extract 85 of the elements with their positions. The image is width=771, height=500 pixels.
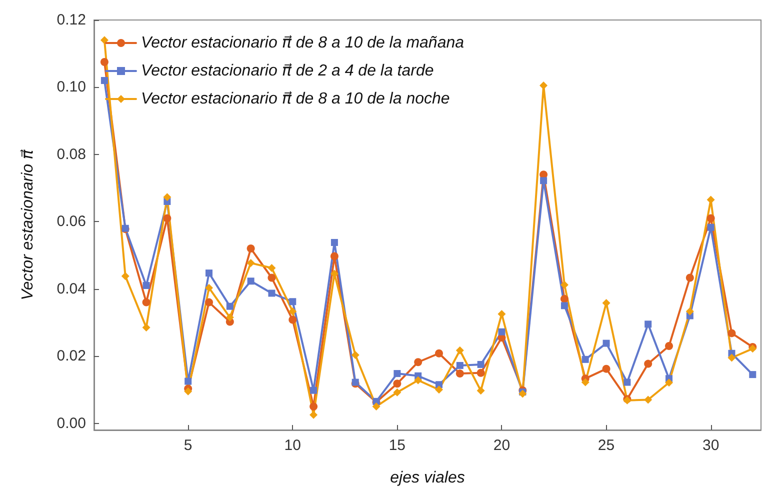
point bbox=[414, 376, 422, 384]
point bbox=[205, 298, 213, 306]
point bbox=[728, 354, 736, 362]
legend-label: Vector estacionario π⃗ de 2 a 4 de la tarde bbox=[141, 62, 434, 80]
point bbox=[706, 214, 715, 222]
x-axis-title: ejes viales bbox=[390, 470, 465, 486]
point bbox=[435, 349, 443, 358]
point bbox=[268, 290, 276, 297]
point bbox=[100, 58, 108, 66]
point bbox=[456, 370, 464, 378]
y-tick-label: 0.00 bbox=[56, 414, 86, 432]
point bbox=[100, 36, 108, 44]
x-tick-label: 25 bbox=[598, 437, 615, 454]
point bbox=[560, 302, 568, 310]
y-tick-label: 0.02 bbox=[56, 348, 86, 365]
point bbox=[142, 298, 150, 306]
point bbox=[247, 278, 254, 285]
point bbox=[330, 238, 338, 246]
point bbox=[602, 340, 610, 347]
point bbox=[268, 264, 276, 272]
point bbox=[560, 294, 568, 303]
point bbox=[686, 274, 694, 282]
point bbox=[100, 76, 108, 84]
x-tick-label: 5 bbox=[184, 437, 192, 454]
x-tick-label: 20 bbox=[493, 437, 510, 454]
point bbox=[476, 368, 485, 377]
point bbox=[142, 324, 150, 332]
point bbox=[602, 364, 610, 373]
y-tick-label: 0.08 bbox=[56, 146, 86, 163]
point bbox=[393, 388, 402, 396]
point bbox=[540, 177, 548, 184]
point bbox=[602, 298, 610, 307]
point bbox=[456, 346, 464, 354]
point bbox=[351, 351, 360, 360]
point bbox=[582, 356, 589, 363]
legend-label: Vector estacionario π⃗ de 8 a 10 de la mañana bbox=[141, 34, 464, 52]
point bbox=[665, 342, 673, 350]
y-tick-label: 0.12 bbox=[56, 12, 86, 28]
point bbox=[456, 362, 464, 369]
point bbox=[163, 193, 172, 202]
point bbox=[644, 396, 652, 404]
point bbox=[707, 224, 714, 231]
point bbox=[394, 370, 401, 378]
point bbox=[310, 402, 318, 410]
point bbox=[163, 214, 172, 222]
point bbox=[749, 371, 756, 378]
legend-label: Vector estacionario π⃗ de 8 a 10 de la noche bbox=[141, 90, 450, 108]
y-axis-title: Vector estacionario π⃗ bbox=[20, 149, 36, 300]
point bbox=[330, 252, 338, 260]
point bbox=[206, 270, 212, 277]
point bbox=[246, 244, 255, 253]
y-tick-label: 0.04 bbox=[56, 280, 86, 298]
point bbox=[289, 298, 296, 306]
point bbox=[226, 313, 234, 322]
point bbox=[184, 378, 192, 385]
point bbox=[477, 360, 484, 368]
y-tick-label: 0.06 bbox=[56, 213, 86, 230]
point bbox=[246, 258, 255, 267]
point bbox=[268, 274, 276, 282]
point bbox=[288, 307, 297, 316]
point bbox=[372, 402, 380, 410]
point bbox=[142, 282, 150, 289]
x-tick-label: 10 bbox=[284, 437, 301, 454]
point bbox=[393, 380, 402, 388]
point bbox=[121, 272, 130, 280]
point bbox=[498, 328, 506, 336]
point bbox=[624, 378, 631, 386]
point bbox=[476, 386, 485, 395]
point bbox=[414, 358, 422, 366]
x-tick-label: 30 bbox=[702, 437, 720, 454]
point bbox=[205, 284, 213, 292]
point bbox=[644, 320, 652, 328]
x-tick-label: 15 bbox=[388, 437, 406, 454]
point bbox=[728, 329, 736, 338]
point bbox=[644, 360, 652, 368]
point bbox=[310, 386, 318, 394]
point bbox=[686, 307, 694, 316]
point bbox=[435, 386, 443, 394]
point bbox=[184, 387, 192, 396]
point bbox=[581, 378, 590, 386]
y-tick-label: 0.10 bbox=[56, 78, 86, 96]
point bbox=[288, 316, 297, 324]
point bbox=[665, 378, 673, 387]
point bbox=[560, 280, 568, 289]
point bbox=[226, 302, 234, 310]
